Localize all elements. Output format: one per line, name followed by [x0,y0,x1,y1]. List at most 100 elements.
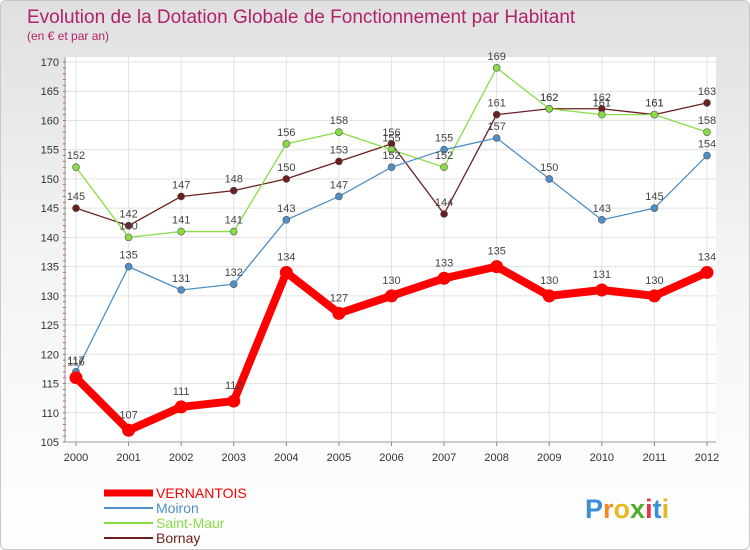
data-label: 130 [540,275,558,287]
x-tick-label: 2012 [695,452,719,464]
data-point [177,192,185,201]
logo-letter: r [603,494,614,524]
data-label: 112 [225,380,243,392]
data-point [124,221,133,230]
data-label: 161 [487,98,505,110]
data-point [177,286,185,294]
data-label: 127 [330,292,348,304]
data-label: 147 [330,179,348,191]
data-label: 130 [645,275,663,287]
data-label: 162 [540,92,558,104]
data-point [387,145,396,154]
data-label: 161 [645,98,663,110]
logo-letter: i [662,494,670,524]
data-point [595,283,609,297]
data-point [387,163,396,172]
data-label: 152 [435,150,453,162]
y-tick-label: 170 [41,57,59,69]
data-point [492,134,501,142]
data-label: 150 [540,162,558,174]
y-tick-label: 120 [41,349,59,361]
data-label: 142 [119,209,137,221]
data-point [282,175,291,183]
y-tick-label: 125 [41,320,59,332]
data-point [227,394,241,408]
data-point [703,151,711,160]
data-point [282,216,291,224]
data-label: 156 [277,127,295,139]
data-label: 131 [593,269,611,281]
x-tick-label: 2011 [643,452,667,464]
data-label: 134 [698,251,716,263]
data-label: 156 [382,127,400,139]
data-label: 141 [225,215,243,227]
data-point [122,423,136,437]
y-tick-label: 155 [41,145,59,157]
y-tick-label: 140 [41,232,59,244]
data-label: 155 [382,133,400,145]
data-point [650,204,659,212]
data-label: 140 [119,220,137,232]
y-tick-label: 160 [41,115,59,127]
data-point [335,157,343,166]
data-label: 145 [67,191,85,203]
x-tick-label: 2010 [590,452,614,464]
data-label: 141 [172,215,190,227]
data-point [72,163,80,172]
data-point [440,145,448,154]
data-label: 117 [67,355,85,367]
data-point [124,233,133,242]
x-tick-label: 2003 [222,452,246,464]
data-point [703,99,711,107]
x-tick-label: 2007 [432,452,456,464]
x-tick-label: 2009 [537,452,561,464]
data-point [69,371,83,385]
data-point [229,227,238,236]
logo-letter: i [645,494,653,524]
logo-text: Proxiti [585,494,669,524]
data-point [385,289,398,303]
data-point [492,64,501,72]
data-point [124,262,133,271]
data-point [282,140,291,148]
data-label: 135 [487,246,505,258]
data-point [437,271,451,285]
data-label: 135 [119,250,137,262]
axes: 105 110 115 120 125 130 135 140 145 150 155 160 165 1… [41,57,719,464]
data-point [545,104,554,113]
data-label: 152 [67,150,85,162]
data-label: 111 [173,386,190,398]
data-point [542,289,556,303]
data-point [598,110,606,119]
data-label: 134 [277,251,295,263]
y-tick-label: 165 [41,86,59,98]
data-label: 161 [593,98,611,110]
legend-label: Bornay [156,530,200,546]
data-point [279,265,293,279]
data-label: 162 [540,92,558,104]
data-labels: 116 107 111 112 134 127 130 133 135 130 131 130 134 1… [67,51,716,421]
x-tick-label: 2002 [169,452,193,464]
data-label: 148 [225,174,243,186]
logo-letter: P [585,494,603,524]
data-label: 107 [119,409,137,421]
data-point [650,110,659,119]
legend-label: VERNANTOIS [156,485,247,501]
data-label: 155 [435,133,453,145]
chart-title: Evolution de la Dotation Globale de Fonc… [27,7,576,28]
logo-letter: o [614,494,631,524]
x-tick-label: 2004 [274,452,298,464]
y-tick-label: 115 [41,379,59,391]
data-label: 143 [277,203,295,215]
data-point [703,128,711,136]
x-tick-label: 2005 [327,452,351,464]
data-point [440,163,448,172]
data-label: 143 [593,203,611,215]
proxiti-logo: Proxiti [585,494,669,524]
data-point [335,192,343,201]
data-point [332,306,346,320]
data-label: 116 [67,357,85,369]
data-label: 130 [382,275,400,287]
data-point [598,216,606,224]
